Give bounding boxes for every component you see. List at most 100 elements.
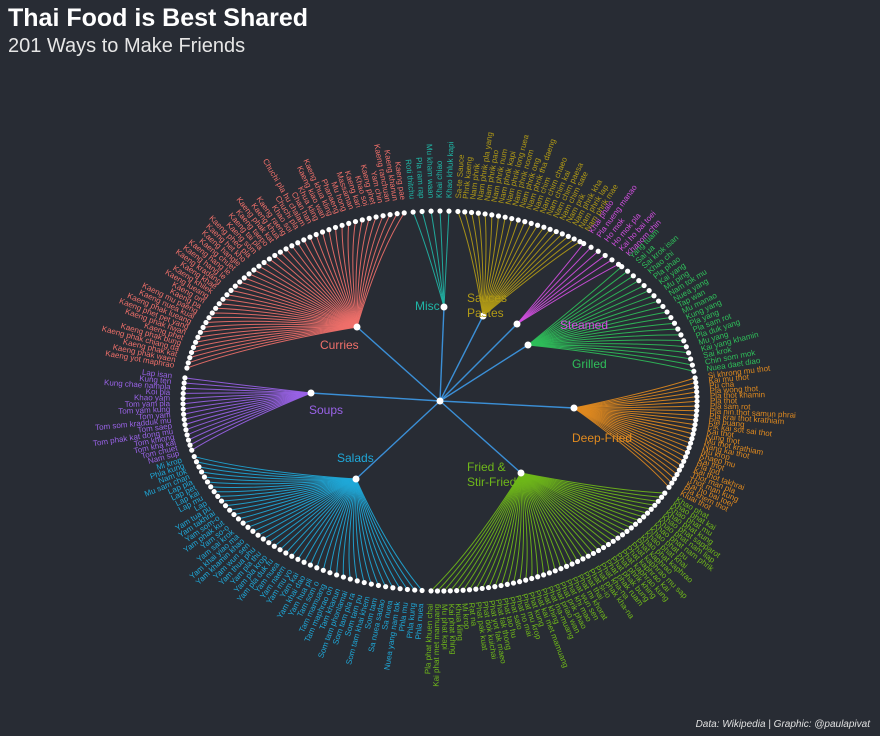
leaf-node: [517, 579, 523, 585]
dish-label: Pla ram rap: [414, 157, 426, 199]
dish-label: Tom yam kung: [118, 405, 170, 416]
leaf-node: [510, 580, 517, 586]
dish-label: Kung ten: [139, 374, 172, 386]
leaf-node: [193, 459, 200, 465]
leaf-node: [195, 334, 201, 340]
group-label-sauces-pastes: Pastes: [467, 306, 504, 320]
leaf-node: [563, 563, 570, 569]
edge-deep-fried: [573, 407, 691, 444]
edge-salads: [242, 478, 357, 524]
leaf-node: [466, 587, 473, 593]
edge-curries: [197, 326, 358, 338]
leaf-node: [681, 458, 687, 464]
edge-sauces-pastes: [482, 214, 493, 317]
leaf-node: [401, 210, 407, 216]
leaf-node: [644, 510, 651, 516]
edge-curries: [280, 251, 358, 328]
leaf-node: [655, 498, 661, 504]
leaf-node: [681, 338, 687, 344]
leaf-node: [245, 524, 251, 530]
leaf-node: [625, 268, 631, 274]
edge-salads: [229, 478, 357, 511]
leaf-node: [690, 431, 696, 437]
leaf-node: [666, 484, 672, 490]
leaf-node: [206, 315, 212, 321]
edge-salads: [309, 478, 357, 566]
edge-grilled: [527, 343, 687, 348]
leaf-node: [522, 219, 528, 225]
leaf-node: [201, 474, 208, 480]
dish-label: Pla thot: [710, 396, 738, 405]
leaf-node: [197, 329, 203, 335]
trunk-salads: [355, 400, 441, 480]
leaf-node: [301, 237, 307, 243]
leaf-node: [327, 570, 333, 576]
leaf-node: [683, 344, 689, 350]
dish-label: Khao khluk kapi: [445, 141, 456, 198]
chart-subtitle: 201 Ways to Make Friends: [8, 35, 246, 57]
group-label-sauces-pastes: Sauces: [467, 291, 507, 305]
edge-salads: [355, 478, 408, 590]
edge-deep-fried: [573, 407, 696, 426]
edge-misc: [412, 211, 445, 308]
edge-curries: [328, 229, 358, 328]
leaf-node: [529, 575, 535, 582]
edge-salads: [355, 478, 387, 587]
dish-label: Sa-te Sauce: [454, 154, 466, 199]
leaf-node: [368, 581, 374, 587]
dish-label: Pla sam rot: [710, 401, 751, 411]
edge-curries: [222, 298, 358, 328]
leaf-node: [340, 574, 347, 580]
leaf-node: [184, 365, 190, 371]
leaf-node: [595, 248, 601, 254]
group-label-grilled: Grilled: [572, 357, 607, 371]
trunk-fried-stir-fried: [439, 400, 522, 474]
group-label-fried-stir-fried: Stir-Fried: [467, 475, 516, 489]
edge-deep-fried: [573, 407, 688, 453]
leaf-node: [492, 584, 498, 590]
leaf-node: [610, 538, 616, 544]
dish-label: Mi krop: [460, 603, 471, 630]
leaf-node: [250, 528, 256, 534]
leaf-node: [266, 256, 272, 262]
dish-label: Khao yam: [134, 393, 170, 402]
leaf-node: [283, 246, 289, 252]
leaf-node: [609, 257, 615, 263]
edge-steamed: [516, 263, 619, 325]
leaf-node: [211, 489, 217, 495]
leaf-node: [485, 584, 492, 591]
edge-fried-stir-fried: [520, 472, 568, 567]
edge-curries: [195, 326, 358, 343]
edge-fried-stir-fried: [520, 472, 609, 545]
edge-salads: [355, 478, 416, 591]
leaf-node: [334, 572, 340, 578]
group-label-salads: Salads: [337, 451, 374, 465]
edge-salads: [196, 461, 357, 480]
edge-fried-stir-fried: [520, 472, 573, 565]
edge-salads: [257, 478, 357, 536]
dish-label: Pla nin thot samun phrai: [709, 406, 796, 419]
hub-soups: [307, 389, 315, 397]
edge-sauces-pastes: [477, 213, 484, 317]
edge-fried-stir-fried: [430, 472, 522, 592]
edge-deep-fried: [573, 407, 673, 484]
leaf-node: [235, 516, 242, 522]
leaf-node: [200, 324, 206, 330]
leaf-node: [180, 406, 186, 412]
edge-sauces-pastes: [482, 223, 532, 317]
leaf-node: [182, 422, 188, 428]
edge-steamed: [516, 250, 599, 325]
edge-deep-fried: [573, 391, 697, 409]
edge-curries: [356, 213, 398, 328]
edge-misc: [430, 211, 445, 308]
leaf-node: [313, 231, 319, 238]
leaf-node: [204, 479, 211, 485]
edge-salads: [279, 478, 357, 551]
leaf-node: [228, 287, 234, 293]
dish-label: Phla kung: [405, 603, 417, 639]
trunk-steamed: [439, 323, 518, 402]
edge-curries: [263, 262, 358, 328]
leaf-node: [585, 553, 591, 559]
leaf-node: [473, 586, 479, 592]
edge-soups: [188, 392, 312, 441]
